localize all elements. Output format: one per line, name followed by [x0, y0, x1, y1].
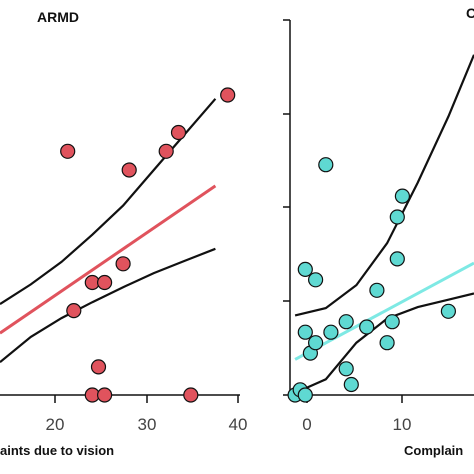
c-points: [287, 157, 456, 403]
armd-x-axis-title: aints due to vision: [0, 443, 114, 458]
armd-x-ticks: 20 30 40: [46, 395, 248, 434]
data-point: [338, 361, 354, 377]
data-point: [115, 256, 131, 272]
x-tick-label: 20: [46, 415, 65, 434]
data-point: [183, 387, 199, 403]
data-point: [323, 324, 339, 340]
data-point: [440, 303, 456, 319]
data-point: [121, 162, 137, 178]
data-point: [343, 376, 359, 393]
data-point: [297, 387, 313, 403]
data-point: [308, 335, 324, 351]
data-point: [394, 188, 410, 204]
c-panel-title: C: [466, 5, 474, 21]
regression-line: [0, 184, 217, 335]
armd-panel-title: ARMD: [37, 9, 79, 25]
x-tick-label: 40: [229, 415, 248, 434]
data-point: [297, 261, 313, 277]
armd-points: [60, 87, 236, 403]
data-point: [60, 143, 76, 159]
ci-lower-band: [0, 247, 216, 364]
ci-upper-band: [294, 54, 474, 317]
armd-curves: [0, 98, 217, 364]
c-panel: C 0 10 Complain: [283, 5, 474, 458]
x-tick-label: 30: [138, 415, 157, 434]
data-point: [338, 314, 354, 330]
armd-panel: ARMD 20 30 40 aints due to vision: [0, 9, 247, 458]
c-x-ticks: 0 10: [302, 395, 411, 434]
data-point: [389, 251, 405, 267]
data-point: [308, 272, 324, 288]
data-point: [384, 314, 400, 330]
x-tick-label: 0: [302, 415, 311, 434]
data-point: [389, 209, 405, 225]
data-point: [318, 157, 334, 173]
data-point: [158, 143, 174, 159]
data-point: [220, 87, 236, 103]
data-point: [379, 335, 395, 351]
c-y-ticks: [283, 19, 290, 396]
data-point: [359, 319, 375, 335]
data-point: [170, 124, 187, 141]
data-point: [96, 274, 113, 291]
data-point: [66, 303, 82, 319]
ci-upper-band: [0, 98, 217, 306]
data-point: [369, 282, 385, 298]
data-point: [90, 359, 107, 375]
data-point: [297, 324, 313, 340]
x-tick-label: 10: [393, 415, 412, 434]
data-point: [96, 387, 113, 403]
regression-line: [294, 261, 474, 361]
c-x-axis-title: Complain: [404, 443, 463, 458]
